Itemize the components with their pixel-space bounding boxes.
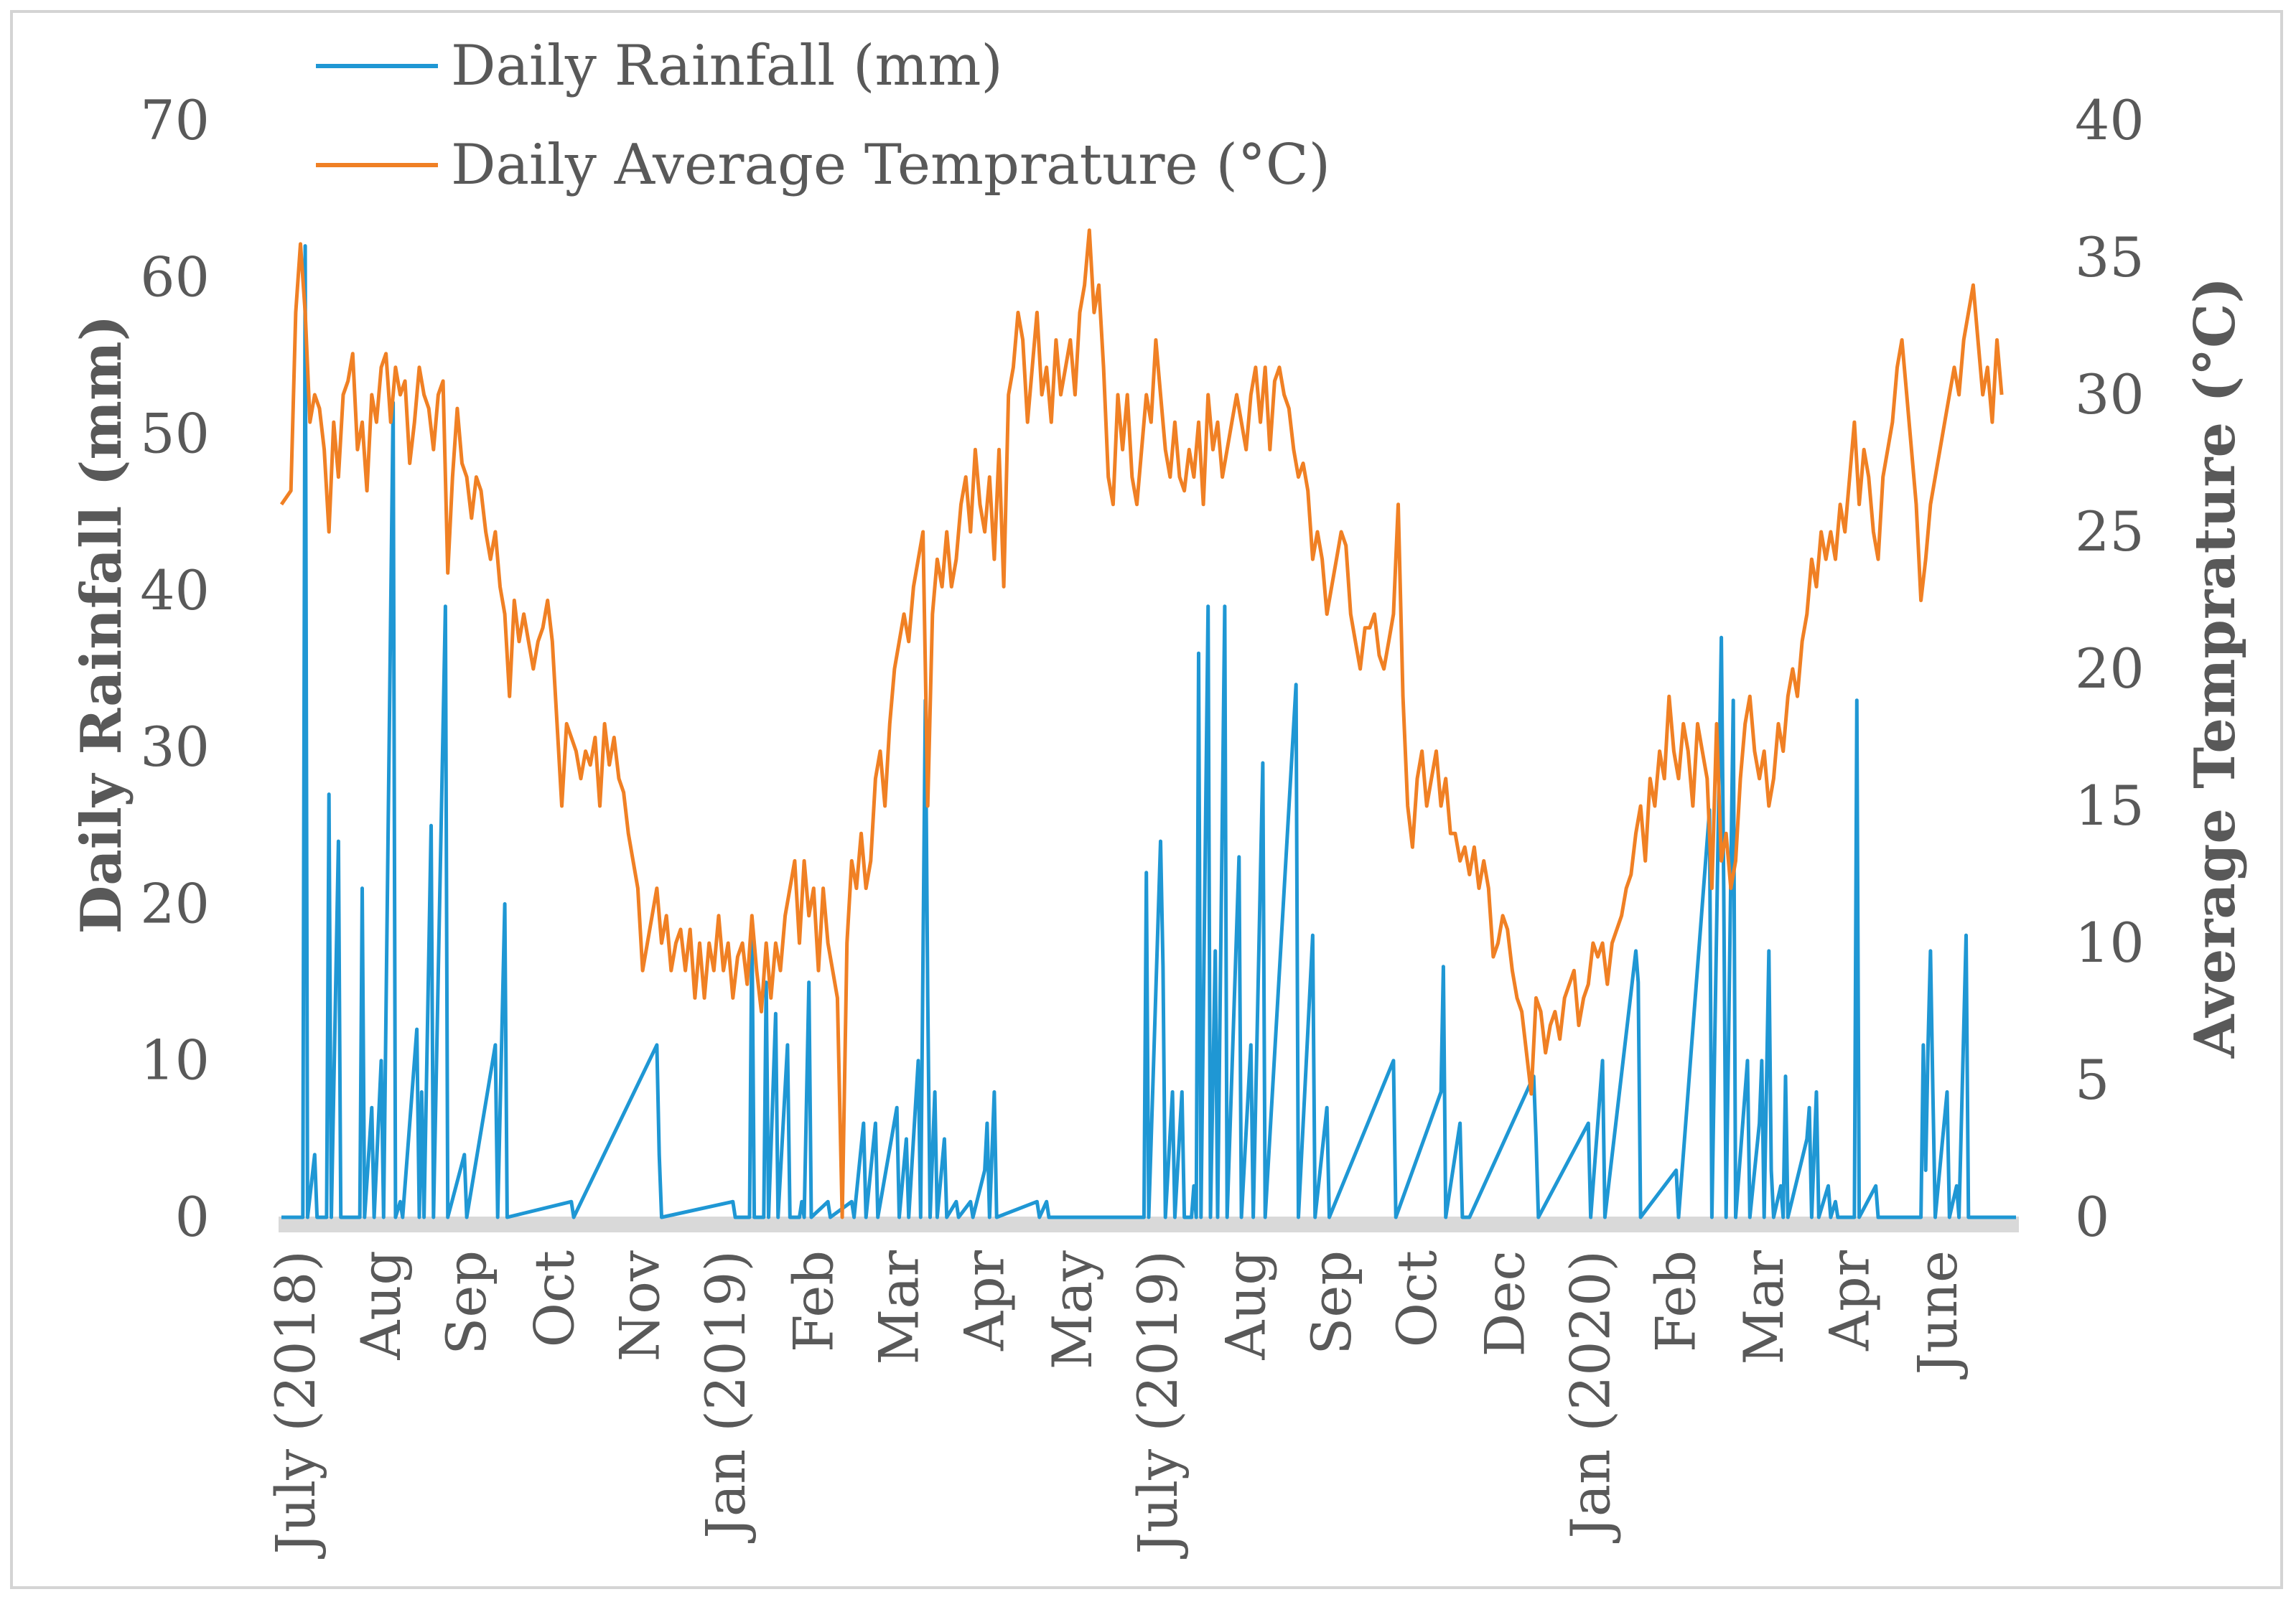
x-tick-3: Oct: [523, 1250, 587, 1347]
y-tick-right-5: 25: [2075, 500, 2145, 563]
legend-label-temperature: Daily Average Temprature (°C): [451, 133, 1330, 197]
series-line-rainfall: [281, 244, 2016, 1219]
x-axis-ticks: July (2018) Aug Sep Oct Nov Jan (2019) Feb Mar A…: [263, 1250, 1969, 1559]
y-tick-left-0: 0: [175, 1185, 210, 1249]
x-tick-8: Apr: [953, 1250, 1017, 1352]
y-tick-right-3: 15: [2075, 774, 2145, 838]
x-tick-10: July (2019): [1126, 1250, 1190, 1560]
y-tick-right-0: 0: [2075, 1185, 2109, 1249]
y-tick-left-6: 60: [140, 245, 210, 309]
y-axis-right-title: Average Temprature (°C): [2183, 277, 2248, 1059]
y-tick-right-2: 10: [2075, 911, 2145, 975]
x-tick-7: Mar: [867, 1250, 930, 1364]
y-tick-right-4: 20: [2075, 637, 2145, 701]
y-tick-left-4: 40: [140, 558, 210, 622]
x-tick-18: Apr: [1817, 1250, 1881, 1352]
x-tick-2: Sep: [434, 1250, 498, 1355]
x-tick-12: Sep: [1299, 1250, 1363, 1355]
x-tick-1: Aug: [349, 1250, 413, 1360]
x-tick-14: Dec: [1473, 1250, 1536, 1357]
y-tick-left-2: 20: [140, 871, 210, 935]
x-tick-6: Feb: [781, 1250, 845, 1352]
x-tick-11: Aug: [1214, 1250, 1278, 1360]
x-tick-0: July (2018): [263, 1250, 327, 1560]
x-tick-15: Jan (2020): [1559, 1250, 1623, 1544]
y-tick-left-7: 70: [140, 88, 210, 152]
y-axis-left-ticks: 0 10 20 30 40 50 60 70: [140, 88, 210, 1249]
x-tick-17: Mar: [1732, 1250, 1796, 1364]
y-tick-right-7: 35: [2075, 225, 2145, 289]
legend-label-rainfall: Daily Rainfall (mm): [451, 34, 1003, 98]
legend: Daily Rainfall (mm) Daily Average Tempra…: [316, 34, 1330, 197]
x-tick-9: May: [1040, 1250, 1104, 1369]
y-axis-right-ticks: 0 5 10 15 20 25 30 35 40: [2075, 88, 2145, 1249]
x-tick-13: Oct: [1385, 1250, 1449, 1347]
y-tick-right-1: 5: [2075, 1048, 2109, 1112]
y-tick-right-6: 30: [2075, 362, 2145, 426]
y-tick-left-3: 30: [140, 715, 210, 779]
y-tick-right-8: 40: [2075, 88, 2145, 152]
x-tick-5: Jan (2019): [694, 1250, 757, 1544]
series-line-temperature: [279, 228, 2004, 1219]
y-axis-left-title: Daily Rainfall (mm): [69, 315, 134, 934]
x-tick-4: Nov: [608, 1250, 672, 1362]
y-tick-left-5: 50: [140, 402, 210, 466]
x-tick-16: Feb: [1644, 1250, 1708, 1352]
y-tick-left-1: 10: [140, 1029, 210, 1092]
x-tick-19: June: [1905, 1250, 1969, 1380]
